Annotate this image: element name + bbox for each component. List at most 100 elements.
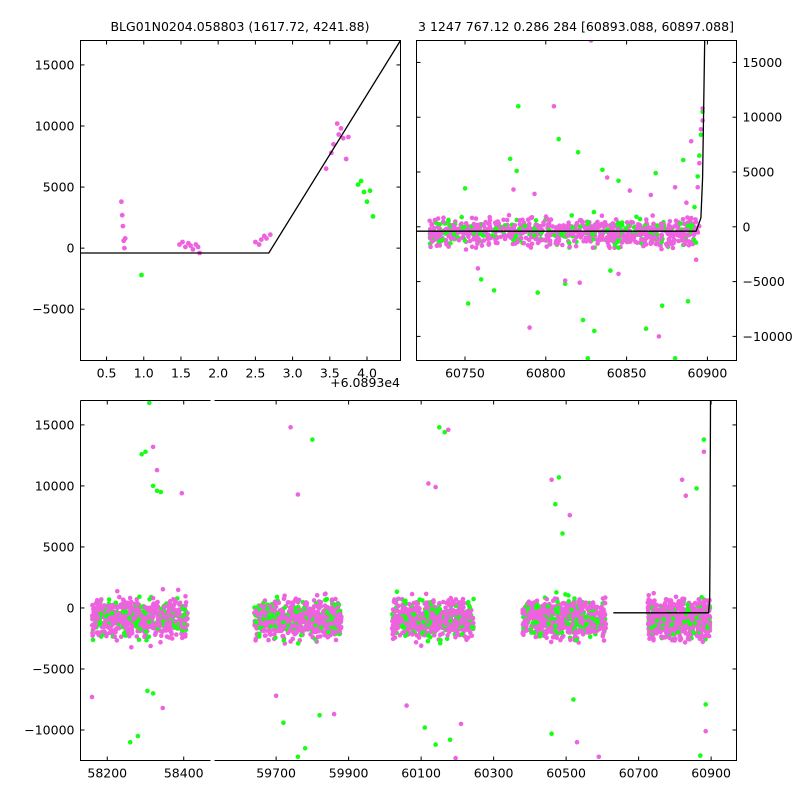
data-point xyxy=(689,223,695,228)
data-point xyxy=(649,625,654,631)
data-point xyxy=(322,631,327,636)
data-point xyxy=(470,625,476,631)
data-point xyxy=(142,634,147,639)
data-point xyxy=(613,217,619,222)
data-point xyxy=(545,604,551,609)
data-point xyxy=(406,626,411,632)
data-point xyxy=(183,632,188,637)
data-point xyxy=(106,597,112,602)
data-point xyxy=(311,604,317,610)
data-point xyxy=(569,607,574,613)
data-point xyxy=(453,620,459,626)
data-point xyxy=(590,622,595,627)
data-point xyxy=(155,613,160,619)
data-point xyxy=(471,221,477,227)
data-point xyxy=(562,281,568,287)
data-point xyxy=(404,703,409,708)
x-tick-label: 4.0 xyxy=(357,366,377,381)
data-point xyxy=(394,589,400,594)
data-point xyxy=(310,437,315,442)
data-point xyxy=(682,640,688,645)
data-point xyxy=(656,334,662,339)
data-point xyxy=(544,635,549,641)
data-point xyxy=(703,728,708,734)
data-point xyxy=(522,223,528,229)
data-point xyxy=(401,629,407,635)
data-point xyxy=(316,628,322,634)
data-point xyxy=(113,626,119,631)
data-point xyxy=(128,610,133,616)
data-point xyxy=(588,603,593,608)
data-point xyxy=(292,598,298,604)
data-point xyxy=(434,610,440,616)
data-point xyxy=(431,599,436,605)
data-point xyxy=(437,243,443,248)
data-point xyxy=(635,225,640,230)
data-point xyxy=(399,624,404,629)
data-point xyxy=(418,643,424,648)
data-point xyxy=(560,610,566,615)
data-point xyxy=(114,638,120,643)
data-point xyxy=(297,620,303,625)
data-point xyxy=(678,221,683,226)
data-point xyxy=(691,630,696,636)
data-point xyxy=(469,633,475,639)
data-point xyxy=(619,240,625,245)
data-point xyxy=(574,621,579,627)
data-point xyxy=(611,222,616,228)
data-point xyxy=(159,633,164,638)
data-point xyxy=(315,609,321,615)
x-tick-label: 60100 xyxy=(401,766,441,781)
data-point xyxy=(616,271,621,277)
data-point xyxy=(481,223,487,228)
data-point xyxy=(138,621,144,626)
data-point xyxy=(115,588,120,594)
data-point xyxy=(541,607,547,612)
data-point xyxy=(698,753,703,758)
data-point xyxy=(698,132,704,137)
data-point xyxy=(329,615,334,620)
data-point xyxy=(403,617,408,622)
data-point xyxy=(553,501,558,507)
data-point xyxy=(691,237,697,243)
data-point xyxy=(411,617,416,622)
x-tick-label: 0.5 xyxy=(97,366,117,381)
data-point xyxy=(649,226,655,231)
data-point xyxy=(511,225,516,231)
data-point xyxy=(570,622,576,627)
x-tick-label: 60700 xyxy=(619,766,659,781)
data-point xyxy=(326,629,331,635)
data-point xyxy=(646,597,651,602)
y-tick-label: −5000 xyxy=(32,302,74,317)
data-point xyxy=(126,627,131,633)
data-point xyxy=(658,236,663,242)
data-point xyxy=(559,635,565,640)
data-point xyxy=(355,182,361,188)
data-point xyxy=(463,247,469,252)
data-point xyxy=(154,600,160,606)
data-point xyxy=(555,599,560,605)
data-point xyxy=(686,243,692,248)
data-point xyxy=(698,127,704,132)
data-point xyxy=(587,634,593,640)
data-point xyxy=(441,215,446,220)
data-point xyxy=(332,602,338,608)
data-point xyxy=(425,638,431,644)
data-point xyxy=(556,136,561,142)
data-point xyxy=(528,245,534,250)
panel-zoom-season: 60750 60800 60850 60900−10000−5000050001000… xyxy=(416,40,793,381)
data-point xyxy=(117,594,122,600)
data-point xyxy=(602,600,608,606)
data-point xyxy=(143,449,148,455)
data-point xyxy=(546,621,551,626)
data-point xyxy=(430,239,435,244)
data-point xyxy=(699,607,705,613)
data-point xyxy=(302,601,308,607)
data-point xyxy=(117,616,122,622)
data-point xyxy=(292,618,298,624)
data-point xyxy=(529,215,535,220)
data-point xyxy=(593,618,598,624)
data-point xyxy=(630,237,635,242)
data-point xyxy=(92,611,98,616)
data-point xyxy=(404,606,409,612)
